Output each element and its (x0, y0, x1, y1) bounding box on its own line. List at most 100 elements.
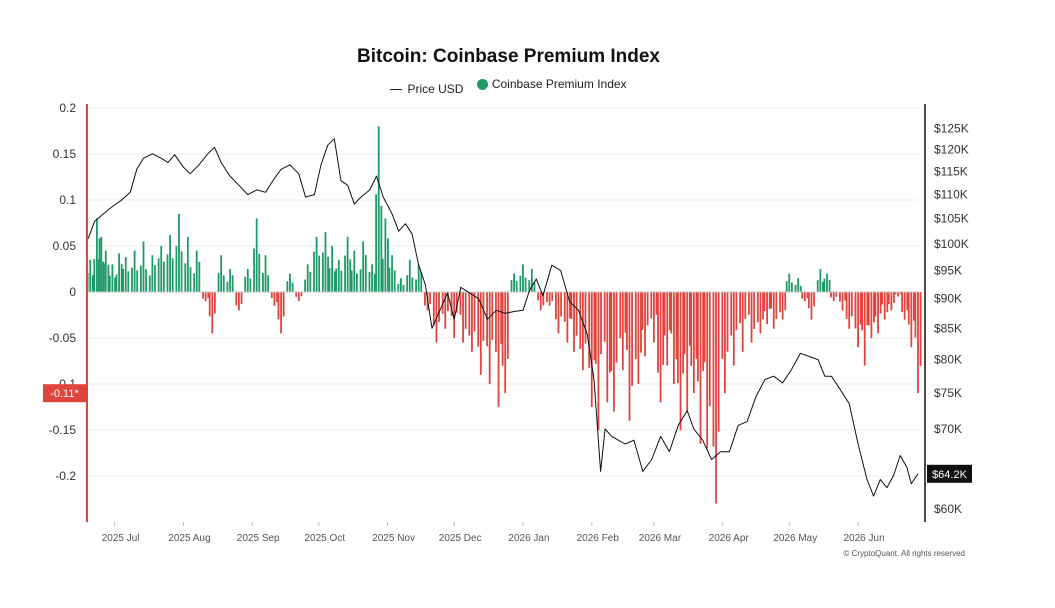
index-bar (726, 292, 729, 352)
index-bar (444, 292, 447, 329)
index-bar (870, 292, 873, 338)
index-bar (533, 281, 536, 292)
index-bar (169, 234, 172, 292)
index-bar (387, 238, 389, 292)
index-bar (122, 268, 125, 292)
index-bar (244, 276, 247, 292)
index-bar (249, 278, 252, 292)
index-bar (393, 270, 396, 292)
index-bar (603, 292, 606, 342)
index-bar (424, 292, 426, 306)
right-tick-label: $70K (934, 422, 962, 436)
index-bar (282, 292, 285, 317)
left-tick-label: -0.05 (49, 331, 77, 345)
price-line-group (87, 138, 919, 497)
right-tick-label: $115K (934, 165, 968, 179)
index-bar (189, 267, 192, 292)
right-tick-label: $90K (934, 292, 962, 306)
index-bar (675, 292, 678, 360)
index-bar (510, 279, 513, 292)
index-bar (637, 292, 640, 384)
index-bar (715, 292, 717, 504)
x-tick-label: 2026 Mar (639, 533, 682, 544)
index-bar (211, 292, 214, 334)
axes (86, 104, 926, 522)
index-bar (624, 292, 627, 333)
index-bar (819, 269, 822, 292)
index-bar (759, 292, 762, 334)
dot-swatch-icon (476, 78, 488, 90)
index-bar (349, 259, 352, 292)
index-bar (844, 292, 847, 301)
index-bar (479, 292, 482, 375)
index-bar (100, 236, 103, 292)
index-bar (901, 292, 903, 313)
index-bar (513, 273, 515, 292)
index-bar (157, 258, 160, 292)
index-bar (628, 292, 631, 421)
index-bar (903, 292, 906, 320)
index-bar (910, 292, 913, 348)
index-bar (108, 275, 111, 292)
left-tick-label: 0.2 (59, 101, 76, 115)
index-bar (873, 292, 875, 323)
index-bar (362, 241, 365, 292)
index-bar (93, 258, 96, 292)
x-tick-label: 2025 Nov (372, 533, 415, 544)
index-bar (235, 292, 238, 306)
index-bar (222, 275, 225, 292)
index-bar (186, 236, 189, 292)
right-axis-ticks: $125K $120K $115K $110K $105K $100K $95K $90K $8… (934, 121, 969, 516)
index-bar (588, 292, 591, 368)
legend-item-price[interactable]: Price USD (390, 82, 463, 96)
index-bar (220, 255, 223, 292)
index-bar (459, 292, 462, 315)
index-bar (226, 281, 229, 292)
index-bar (606, 292, 609, 403)
index-bar (154, 265, 156, 292)
index-bar (145, 269, 147, 292)
index-bar (133, 250, 136, 292)
legend-price-label: Price USD (407, 82, 464, 96)
index-bar (229, 269, 231, 292)
index-bar (468, 292, 471, 336)
index-bar (364, 255, 367, 292)
index-bar (202, 292, 204, 299)
index-bar (677, 292, 679, 384)
legend-item-index[interactable]: Coinbase Premium Index (476, 77, 627, 91)
index-bar (670, 292, 673, 334)
index-bar (646, 292, 649, 326)
index-bar (781, 292, 784, 320)
index-bar (655, 292, 658, 315)
index-bar (111, 264, 114, 292)
index-bar (95, 218, 98, 292)
index-bar (914, 292, 917, 338)
index-bar (240, 292, 243, 305)
index-bar (124, 257, 127, 292)
index-bar (204, 292, 207, 302)
index-bar (584, 292, 587, 344)
index-bar (609, 292, 611, 373)
x-tick-label: 2025 Jul (102, 533, 140, 544)
index-bar (193, 273, 196, 292)
index-bar (775, 292, 778, 319)
right-tick-label: $85K (934, 321, 962, 335)
right-tick-label: $100K (934, 237, 969, 251)
index-bar (807, 292, 810, 309)
x-tick-label: 2026 May (773, 533, 817, 544)
index-bar (886, 292, 889, 313)
index-bar (327, 256, 329, 292)
right-tick-label: $105K (934, 212, 969, 226)
index-bar (826, 273, 828, 292)
index-bar (854, 292, 857, 329)
index-bar (750, 292, 753, 343)
index-bar (258, 253, 261, 292)
index-bar (340, 270, 343, 292)
index-bar (446, 292, 449, 312)
index-bar (295, 292, 298, 297)
index-bar (495, 292, 497, 352)
index-bar (668, 292, 671, 331)
index-bar (581, 292, 584, 371)
index-bar (273, 292, 276, 306)
index-bar (890, 292, 893, 311)
